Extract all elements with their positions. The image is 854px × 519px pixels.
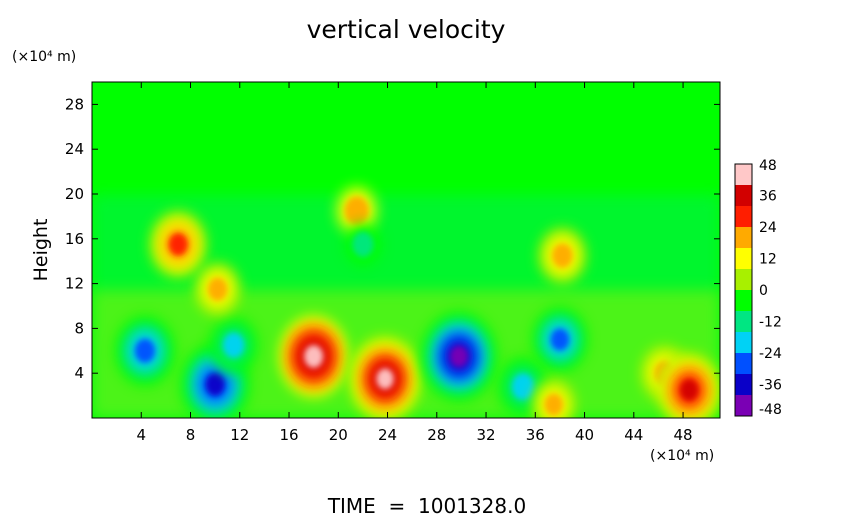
x-axis-ticks: 4 8 12 16 20 24 28 32 36 40 44 48: [136, 82, 693, 444]
x-tick-label: 12: [230, 426, 249, 444]
y-tick-label: 8: [74, 319, 84, 337]
colorbar-tick-label: 0: [759, 283, 768, 299]
colorbar-tick-label: 24: [759, 220, 777, 236]
x-unit-label: (×10⁴ m): [650, 448, 714, 464]
x-tick-label: 48: [674, 426, 693, 444]
plot-frame: [91, 81, 721, 419]
colorbar-tick-label: -24: [759, 346, 782, 362]
x-tick-label: 28: [427, 426, 446, 444]
x-tick-label: 32: [476, 426, 495, 444]
x-tick-label: 44: [624, 426, 643, 444]
x-tick-label: 20: [329, 426, 348, 444]
x-tick-label: 16: [279, 426, 298, 444]
chart-title: vertical velocity: [307, 15, 506, 44]
y-tick-label: 28: [65, 95, 84, 113]
velocity-feature: [210, 317, 257, 373]
velocity-features: [115, 187, 720, 418]
velocity-feature: [150, 211, 207, 278]
velocity-feature: [539, 227, 586, 284]
y-tick-label: 4: [74, 364, 84, 382]
colorbar-tick-label: 12: [759, 252, 777, 268]
velocity-feature: [195, 262, 240, 316]
colorbar-tick-label: -48: [759, 402, 782, 418]
y-axis-label: Height: [30, 219, 52, 282]
x-tick-label: 4: [136, 426, 146, 444]
x-tick-label: 40: [575, 426, 594, 444]
velocity-feature: [533, 307, 587, 372]
colorbar-ticks: 48 36 24 12 0 -12 -24 -36 -48: [759, 158, 782, 418]
y-axis-ticks: 4 8 12 16 20 24 28: [65, 95, 720, 382]
velocity-feature: [349, 336, 421, 418]
colorbar: [734, 163, 753, 417]
y-tick-label: 16: [65, 230, 84, 248]
velocity-feature: [421, 312, 497, 401]
time-footer: TIME = 1001328.0: [327, 494, 526, 518]
velocity-feature: [657, 352, 720, 418]
colorbar-tick-label: 36: [759, 189, 777, 205]
x-tick-label: 36: [526, 426, 545, 444]
velocity-feature: [280, 316, 348, 397]
x-tick-label: 8: [186, 426, 196, 444]
colorbar-tick-label: 48: [759, 158, 777, 174]
velocity-feature: [532, 379, 575, 418]
colorbar-tick-label: -36: [759, 378, 782, 394]
velocity-feature: [115, 316, 174, 386]
y-tick-label: 12: [65, 275, 84, 293]
velocity-feature: [345, 223, 381, 266]
y-tick-label: 24: [65, 140, 84, 158]
plot-area: [92, 82, 720, 418]
colorbar-tick-label: -12: [759, 315, 782, 331]
y-unit-label: (×10⁴ m): [12, 49, 76, 65]
x-tick-label: 24: [378, 426, 397, 444]
y-tick-label: 20: [65, 185, 84, 203]
velocity-feature: [337, 187, 377, 235]
